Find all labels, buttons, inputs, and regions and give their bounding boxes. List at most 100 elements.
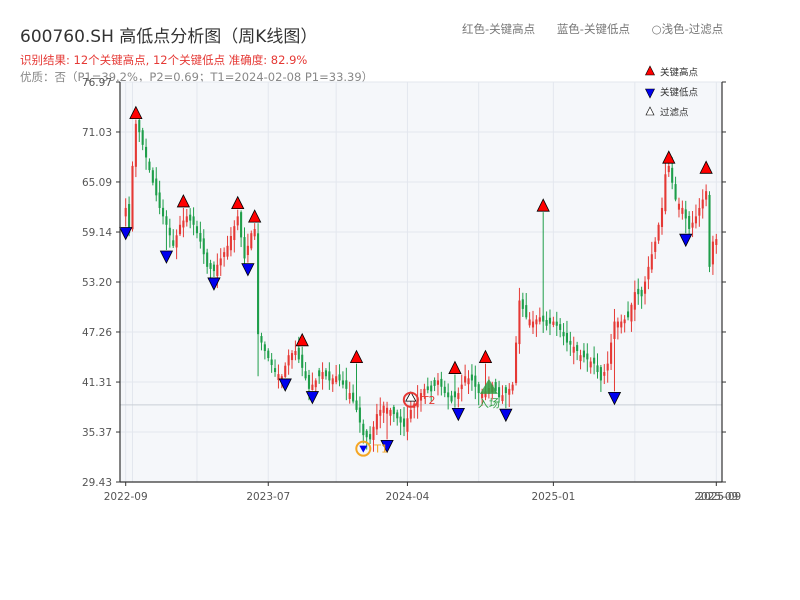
candle-body bbox=[307, 374, 311, 389]
candle-body bbox=[484, 391, 487, 398]
candle-body bbox=[579, 355, 582, 362]
candle-body bbox=[715, 239, 718, 245]
candle-body bbox=[331, 378, 334, 385]
x-tick-label: 2024-04 bbox=[385, 491, 429, 503]
candle-body bbox=[436, 380, 440, 385]
candle-body bbox=[586, 353, 589, 360]
candle-body bbox=[694, 216, 697, 224]
candle-body bbox=[277, 374, 280, 381]
candle-body bbox=[402, 418, 406, 427]
axes: 29.43 35.37 41.31 47.26 53.20 59.14 65.09 71.03… bbox=[82, 77, 741, 503]
legend-low-swatch bbox=[645, 88, 655, 99]
key-high-marker bbox=[536, 198, 550, 212]
candle-body bbox=[671, 167, 674, 183]
candle-body bbox=[155, 178, 158, 196]
candle-body bbox=[654, 241, 657, 252]
candle-body bbox=[660, 207, 664, 227]
candle-body bbox=[705, 191, 708, 200]
candle-body bbox=[145, 146, 148, 158]
candle-body bbox=[131, 165, 134, 230]
candle-body bbox=[233, 226, 236, 241]
candle-body bbox=[610, 342, 613, 364]
y-tick-label: 41.31 bbox=[82, 377, 112, 389]
x-tick-label: 2025-09 bbox=[694, 491, 738, 503]
candle-body bbox=[273, 368, 277, 373]
legend-label: 关键高点 bbox=[660, 67, 699, 79]
candle-body bbox=[236, 216, 239, 226]
key-low-marker bbox=[119, 227, 133, 241]
candle-body bbox=[457, 393, 460, 399]
candle-body bbox=[555, 321, 558, 326]
candle-body bbox=[189, 214, 192, 221]
candle-body bbox=[365, 430, 368, 438]
candle-body bbox=[386, 407, 389, 414]
candle-body bbox=[172, 240, 175, 246]
candle-body bbox=[372, 426, 375, 440]
candle-body bbox=[250, 233, 253, 249]
candle-body bbox=[287, 355, 290, 366]
key-low-marker bbox=[451, 407, 465, 422]
t1-circle bbox=[355, 440, 372, 457]
candle-body bbox=[419, 393, 423, 401]
candle-body bbox=[138, 120, 141, 133]
candle-body bbox=[304, 371, 307, 379]
candle-body bbox=[134, 123, 137, 167]
legend-high-swatch bbox=[645, 65, 655, 76]
candle-body bbox=[369, 434, 372, 440]
candle-body bbox=[453, 391, 456, 398]
candle-body bbox=[633, 292, 636, 310]
candle-body bbox=[257, 233, 260, 335]
legend-filtered-swatch bbox=[645, 106, 655, 116]
y-tick-label: 71.03 bbox=[82, 127, 112, 139]
candle-body bbox=[596, 365, 599, 373]
key-high-marker bbox=[448, 360, 462, 374]
candle-body bbox=[616, 321, 619, 328]
candle-body bbox=[569, 340, 572, 345]
legend-label: 过滤点 bbox=[660, 107, 689, 119]
key-low-marker bbox=[278, 378, 292, 392]
candle-body bbox=[284, 365, 287, 377]
key-high-marker bbox=[231, 195, 245, 210]
candle-body bbox=[548, 317, 552, 324]
candle-body bbox=[542, 315, 545, 322]
t2-label: T2 bbox=[421, 394, 436, 407]
candle-body bbox=[535, 319, 538, 325]
candle-body bbox=[572, 346, 575, 353]
candle-body bbox=[623, 319, 626, 324]
candle-body bbox=[192, 216, 195, 225]
t2-circle bbox=[402, 391, 419, 408]
candle-body bbox=[297, 347, 300, 360]
y-tick-label: 59.14 bbox=[82, 227, 112, 239]
candle-body bbox=[409, 409, 412, 419]
candle-body bbox=[521, 299, 524, 309]
candle-body bbox=[260, 336, 263, 343]
candle-body bbox=[335, 376, 338, 383]
candle-body bbox=[603, 372, 606, 376]
candle-body bbox=[389, 409, 392, 416]
candle-body bbox=[165, 216, 168, 225]
markers: T1 T2 入场 bbox=[119, 105, 713, 457]
candle-body bbox=[341, 380, 344, 385]
candle-body bbox=[406, 418, 409, 432]
candle-body bbox=[677, 203, 681, 210]
x-tick-label-extra: 2025-09 bbox=[697, 491, 741, 503]
candle-body bbox=[212, 264, 216, 272]
candle-body bbox=[626, 311, 630, 318]
candle-body bbox=[650, 254, 653, 270]
candle-body bbox=[348, 393, 351, 399]
candle-body bbox=[433, 380, 436, 386]
candle-body bbox=[321, 372, 324, 380]
candle-body bbox=[528, 319, 531, 326]
candle-body bbox=[701, 199, 704, 209]
y-tick-label: 53.20 bbox=[82, 277, 112, 289]
candle-body bbox=[375, 414, 378, 430]
candle-body bbox=[161, 207, 165, 217]
t1-label: T1 bbox=[373, 443, 388, 456]
candle-body bbox=[494, 382, 497, 391]
candle-body bbox=[711, 241, 714, 265]
y-tick-label: 29.43 bbox=[82, 477, 112, 489]
candle-body bbox=[352, 392, 355, 402]
candle-body bbox=[576, 345, 579, 351]
filtered-marker bbox=[405, 391, 417, 402]
